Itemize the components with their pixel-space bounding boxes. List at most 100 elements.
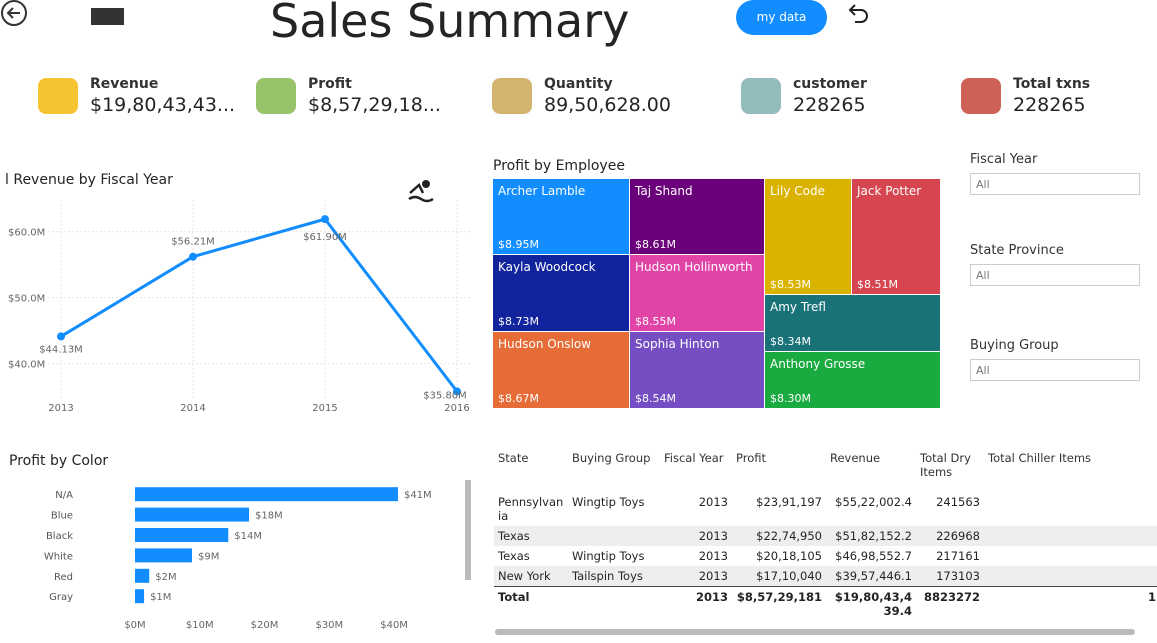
point [189,252,197,261]
total-cell: 127356 [984,586,1157,621]
slicer-label: Buying Group [970,338,1059,353]
tile-value: $8.54M [635,392,676,405]
back-icon[interactable] [0,0,30,30]
slicer-dropdown[interactable]: All [970,359,1140,381]
scrollbar[interactable] [465,480,471,580]
bar [135,589,145,604]
line-chart: l Revenue by Fiscal Year $40.0M $50.0M $60.… [5,172,470,414]
bar [135,528,229,542]
table-cell [568,526,660,546]
slicer-dropdown[interactable]: All [970,264,1140,286]
kpi-value: 228265 [793,94,866,116]
x-tick-label: $0M [124,620,145,631]
x-tick-label: 2014 [180,403,205,414]
tile-label: Hudson Onslow [498,337,592,351]
kpi-value: 228265 [1013,94,1086,116]
total-row: Total 2013 $8,57,29,181 $19,80,43,439.4 8823… [494,586,1157,621]
column-header: Total Dry Items [920,451,971,479]
data-label: $14M [234,531,262,542]
column-header: Revenue [830,451,881,465]
tile-label: Lily Code [770,184,825,198]
column-header: Total Chiller Items [988,451,1092,465]
data-label: $9M [198,551,219,562]
kpi-icon [741,78,781,114]
kpi-icon [961,78,1001,114]
chart-title: Profit by Color [9,453,108,469]
point [321,215,329,224]
table-visual: State Buying Group Fiscal Year Profit Revenu… [494,448,1157,621]
total-cell: $8,57,29,181 [732,586,826,621]
my-data-button[interactable]: my data [736,0,827,35]
kpi-card: Total txns 228265 [1013,76,1090,116]
table-cell: New York [494,566,568,587]
focus-icon[interactable] [407,177,435,203]
treemap-tile: Archer Lamble $8.95M [493,179,629,254]
treemap-tile: Jack Potter $8.51M [852,179,940,294]
kpi-label: Revenue [90,76,159,92]
table-cell: 173103 [916,566,984,587]
total-cell: Total [494,586,568,621]
y-tick-label: N/A [55,490,73,501]
table-cell: $51,82,152.2 [826,526,916,546]
kpi-label: Total txns [1013,76,1091,92]
y-tick-label: Black [46,531,73,542]
slicer: Buying Group All [970,338,1140,381]
y-tick-label: White [44,551,73,562]
slicer-label: State Province [970,243,1064,258]
h-scrollbar[interactable] [495,629,1135,635]
table-cell: 226968 [916,526,984,546]
undo-icon[interactable] [845,2,871,26]
column-header: State [498,451,529,465]
kpi-label: customer [793,76,867,92]
point [57,332,65,341]
data-label: $35.80M [423,390,467,401]
total-cell [568,586,660,621]
table-cell: 2013 [660,526,732,546]
header-row: State Buying Group Fiscal Year Profit Revenu… [494,448,1157,492]
kpi-card: Quantity 89,50,628.00 [544,76,671,116]
bar [135,548,192,563]
x-tick-label: $40M [380,620,408,631]
treemap-tile: Amy Trefl $8.34M [765,295,940,351]
y-tick-label: Gray [49,592,73,603]
chart-title: l Revenue by Fiscal Year [5,172,173,188]
x-tick-label: $20M [251,620,279,631]
tile-value: $8.73M [498,315,539,328]
tile-value: $8.61M [635,238,676,251]
table-cell: $20,18,105 [756,549,822,563]
tile-value: $8.95M [498,238,539,251]
table-cell: Wingtip Toys [572,549,645,563]
table-row: Pennsylvania Wingtip Toys 2013 $23,91,197 $5… [494,492,1157,526]
page-title: Sales Summary [270,0,630,48]
y-tick-label: Blue [51,511,73,522]
column-header: Fiscal Year [664,451,724,465]
kpi-label: Profit [308,76,352,92]
table-cell: Texas [494,526,568,546]
table-cell: 3072 [984,492,1157,526]
table-cell: Texas [498,549,530,563]
column-header: Buying Group [572,451,651,465]
table-cell: 3336 [984,526,1157,546]
kpi-value: $8,57,29,18... [308,94,441,116]
slicer-dropdown[interactable]: All [970,173,1140,195]
table-cell: Tailspin Toys [568,566,660,587]
tile-value: $8.51M [857,278,898,291]
kpi-value: 89,50,628.00 [544,94,671,116]
kpi-icon [492,78,532,114]
data-label: $61.90M [303,232,347,243]
logo [91,8,124,25]
y-tick-label: $60.0M [8,228,45,239]
tile-value: $8.30M [770,392,811,405]
slicer: State Province All [970,243,1140,286]
table-cell: Pennsylvania [498,495,564,523]
table-cell: $23,91,197 [756,495,822,509]
table-row: Texas 2013$22,74,950$51,82,152.2226968333… [494,526,1157,546]
tile-label: Archer Lamble [498,184,586,198]
treemap-tile: Sophia Hinton $8.54M [630,332,764,408]
table-cell: $22,74,950 [732,526,826,546]
kpi-icon [38,78,78,114]
table-cell: 241563 [936,495,980,509]
tile-label: Sophia Hinton [635,337,720,351]
total-cell: 2013 [660,586,732,621]
